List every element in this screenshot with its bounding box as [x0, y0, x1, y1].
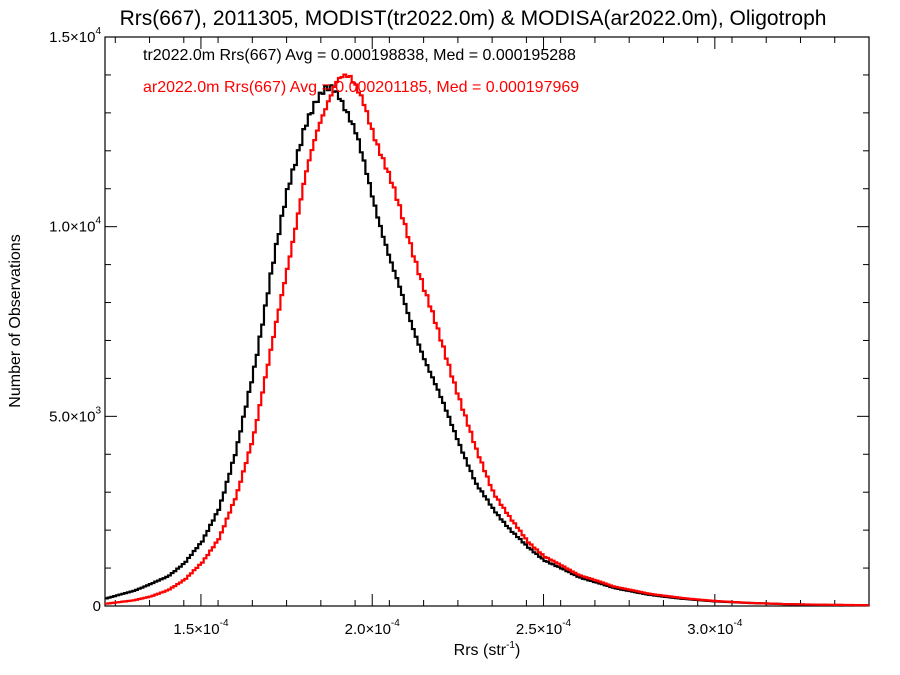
x-tick-label: 2.5×10-4: [516, 618, 572, 638]
y-tick-label: 5.0×103: [49, 405, 101, 425]
x-tick-label: 3.0×10-4: [687, 618, 743, 638]
y-tick-label: 0: [93, 598, 101, 615]
y-tick-label: 1.5×104: [49, 26, 101, 46]
chart-title: Rrs(667), 2011305, MODIST(tr2022.0m) & M…: [120, 7, 827, 30]
x-axis-label: Rrs (str-1): [454, 640, 521, 659]
series-line-ar2022.0m: [105, 73, 869, 607]
legend-annotation-ar: ar2022.0m Rrs(667) Avg = 0.000201185, Me…: [143, 79, 579, 96]
y-axis-label: Number of Observations: [7, 234, 24, 407]
x-tick-label: 2.0×10-4: [345, 618, 401, 638]
legend-annotation-tr: tr2022.0m Rrs(667) Avg = 0.000198838, Me…: [143, 47, 576, 64]
x-tick-label: 1.5×10-4: [173, 618, 229, 638]
series-layer: [105, 73, 869, 607]
y-tick-label: 1.0×104: [49, 216, 101, 236]
y-axis-ticks: 0 5.0×103 1.0×104 1.5×104: [49, 26, 869, 615]
series-line-tr2022.0m: [105, 84, 869, 607]
plot-frame: [104, 36, 870, 607]
x-axis-ticks: 1.5×10-4 2.0×10-4 2.5×10-4 3.0×10-4: [114, 37, 836, 638]
